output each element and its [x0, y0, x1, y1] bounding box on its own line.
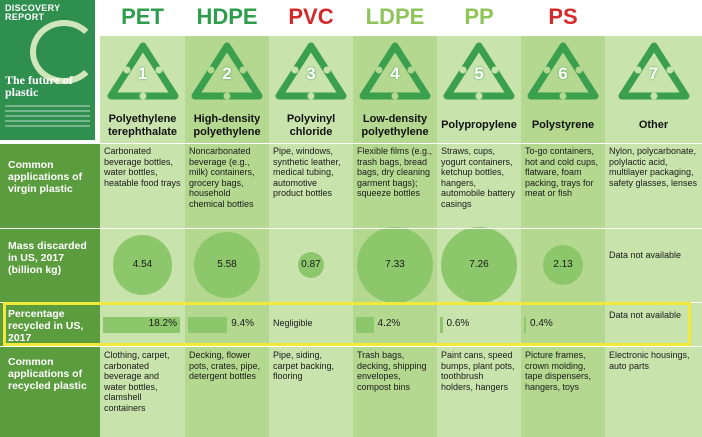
recycled-applications-7: Electronic housings, auto parts: [609, 350, 690, 371]
recycle-triangle-icon: [191, 42, 263, 100]
recycled-bar-4: [356, 317, 374, 333]
recycled-bar-2: [188, 317, 228, 333]
resin-number-3: 3: [306, 64, 316, 83]
plastic-name-4: Low-density polyethylene: [361, 112, 429, 138]
column-7: [605, 36, 702, 437]
row-label-recycled-apps: Common applications of recycled plastic: [8, 356, 87, 392]
recycled-applications-3: Pipe, siding, carpet backing, flooring: [273, 350, 335, 381]
report-text-lines: [0, 102, 95, 130]
column-3: [269, 36, 353, 437]
resin-code-6: PS: [548, 4, 578, 29]
mass-bubble-2: [193, 231, 261, 299]
mass-value-1: 4.54: [132, 259, 153, 270]
row-divider: [0, 228, 702, 229]
resin-number-5: 5: [474, 64, 484, 83]
recycle-triangle-icon: [527, 42, 599, 100]
resin-code-1: PET: [121, 4, 164, 29]
recycled-percent-5: 0.6%: [446, 318, 470, 329]
mass-value-2: 5.58: [217, 259, 237, 270]
recycled-applications-4: Trash bags, decking, shipping envelopes,…: [357, 350, 427, 392]
recycled-percent-1: 18.2%: [148, 318, 177, 329]
resin-code-3: PVC: [288, 4, 334, 29]
report-title: The future of plastic: [5, 73, 73, 99]
report-cover: DISCOVERY REPORT The future of plastic: [0, 0, 95, 140]
recycled-applications-6: Picture frames, crown molding, tape disp…: [525, 350, 592, 392]
resin-number-4: 4: [390, 64, 400, 83]
virgin-applications-7: Nylon, polycarbonate, polylactic acid, m…: [609, 146, 698, 188]
recycled-bar-5: [440, 317, 443, 333]
plastic-name-6: Polystyrene: [531, 119, 595, 131]
resin-code-4: LDPE: [365, 4, 425, 29]
virgin-applications-2: Noncarbonated beverage (e.g., milk) cont…: [189, 146, 255, 209]
row-labels-panel: [0, 143, 100, 437]
mass-bubble-3: [297, 251, 325, 279]
recycle-logo-icon: [30, 20, 95, 84]
report-badge: DISCOVERY REPORT: [5, 3, 61, 22]
resin-number-2: 2: [222, 64, 232, 83]
recycled-row-highlight: [3, 302, 691, 346]
column-6: [521, 36, 605, 437]
resin-number-7: 7: [648, 64, 659, 83]
row-divider: [0, 346, 702, 347]
recycle-triangle-icon: [443, 42, 515, 100]
recycled-percent-7: Data not available: [609, 310, 682, 320]
resin-code-2: HDPE: [196, 4, 258, 29]
virgin-applications-3: Pipe, windows, synthetic leather, medica…: [273, 146, 341, 198]
recycled-percent-2: 9.4%: [231, 318, 255, 329]
recycled-applications-2: Decking, flower pots, crates, pipe, dete…: [189, 350, 261, 381]
mass-value-3: 0.87: [301, 259, 321, 270]
recycle-triangle-icon: [359, 42, 431, 100]
virgin-applications-6: To-go containers, hot and cold cups, fla…: [525, 146, 599, 198]
virgin-applications-4: Flexible films (e.g., trash bags, bread …: [357, 146, 433, 198]
row-label-recycled: Percentage recycled in US, 2017: [8, 308, 84, 344]
resin-number-6: 6: [558, 64, 568, 83]
recycled-percent-3: Negligible: [273, 318, 313, 328]
recycled-applications-5: Paint cans, speed bumps, plant pots, too…: [441, 350, 515, 392]
virgin-applications-5: Straws, cups, yogurt containers, ketchup…: [441, 146, 516, 209]
plastic-name-5: Polypropylene: [441, 119, 517, 131]
mass-value-4: 7.33: [385, 259, 405, 270]
plastic-name-7: Other: [638, 119, 669, 131]
virgin-applications-1: Carbonated beverage bottles, water bottl…: [104, 146, 181, 188]
recycled-applications-1: Clothing, carpet, carbonated beverage an…: [104, 350, 170, 413]
recycled-percent-6: 0.4%: [530, 318, 553, 329]
mass-bubble-1: [112, 235, 173, 295]
row-divider: [0, 143, 702, 144]
plastic-name-2: High-density polyethylene: [193, 112, 261, 138]
recycled-bar-6: [524, 317, 526, 333]
mass-bubble-6: [542, 244, 584, 286]
resin-number-1: 1: [137, 64, 148, 83]
recycle-triangle-icon: [107, 42, 178, 100]
recycled-bar-1: [103, 317, 180, 333]
mass-value-7: Data not available: [609, 250, 682, 260]
resin-code-5: PP: [464, 4, 494, 29]
resin-code-7: [605, 2, 702, 32]
row-label-mass: Mass discarded in US, 2017 (billion kg): [8, 240, 87, 276]
recycled-percent-4: 4.2%: [377, 318, 401, 329]
plastic-name-3: Polyvinyl chloride: [286, 112, 336, 138]
plastic-name-1: Polyethylene terephthalate: [107, 112, 178, 138]
mass-value-5: 7.26: [469, 259, 489, 270]
row-label-virgin: Common applications of virgin plastic: [8, 159, 83, 195]
recycle-triangle-icon: [275, 42, 347, 100]
mass-bubble-4: [357, 227, 433, 303]
mass-bubble-5: [441, 227, 517, 303]
mass-value-6: 2.13: [553, 259, 573, 270]
recycle-triangle-icon: [618, 42, 689, 100]
